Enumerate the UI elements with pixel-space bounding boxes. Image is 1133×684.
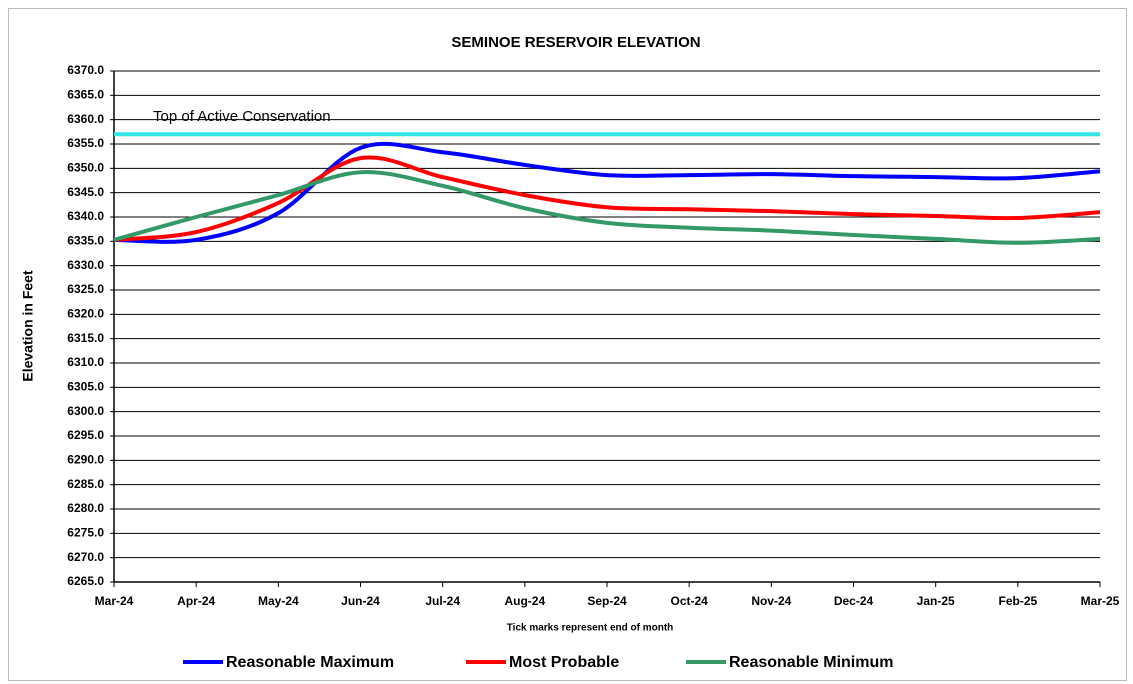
x-tick-label: Jul-24 (425, 594, 460, 608)
x-tick-label: Oct-24 (670, 594, 708, 608)
y-tick-label: 6320.0 (67, 307, 104, 321)
x-tick-label: Dec-24 (834, 594, 874, 608)
x-tick-label: Mar-24 (95, 594, 134, 608)
x-tick-label: Mar-25 (1081, 594, 1120, 608)
y-tick-label: 6355.0 (67, 136, 104, 150)
y-tick-label: 6305.0 (67, 380, 104, 394)
series-line (113, 155, 1101, 242)
x-tick-label: May-24 (258, 594, 299, 608)
y-tick-label: 6265.0 (67, 574, 104, 588)
chart-title: SEMINOE RESERVOIR ELEVATION (451, 34, 700, 51)
y-tick-label: 6340.0 (67, 209, 104, 223)
chart-frame (8, 8, 1127, 681)
x-tick-label: Sep-24 (587, 594, 627, 608)
y-tick-label: 6290.0 (67, 453, 104, 467)
y-axis-label: Elevation in Feet (20, 270, 36, 382)
y-tick-label: 6335.0 (67, 234, 104, 248)
y-tick-label: 6330.0 (67, 258, 104, 272)
legend-label: Most Probable (509, 654, 619, 671)
y-tick-label: 6310.0 (67, 355, 104, 369)
y-tick-label: 6350.0 (67, 161, 104, 175)
reference-label: Top of Active Conservation (153, 108, 331, 125)
series-line (113, 170, 1101, 245)
x-tick-label: Feb-25 (998, 594, 1037, 608)
x-tick-label: Aug-24 (504, 594, 545, 608)
y-tick-label: 6345.0 (67, 185, 104, 199)
y-tick-label: 6325.0 (67, 282, 104, 296)
y-tick-label: 6365.0 (67, 88, 104, 102)
y-tick-label: 6275.0 (67, 526, 104, 540)
legend-label: Reasonable Maximum (226, 654, 394, 671)
y-tick-label: 6285.0 (67, 477, 104, 491)
x-tick-label: Apr-24 (177, 594, 215, 608)
x-tick-label: Jun-24 (341, 594, 380, 608)
x-axis-label: Tick marks represent end of month (507, 623, 674, 634)
x-tick-label: Jan-25 (917, 594, 955, 608)
series-line (113, 141, 1101, 244)
y-tick-label: 6370.0 (67, 63, 104, 77)
x-tick-label: Nov-24 (751, 594, 791, 608)
y-tick-label: 6295.0 (67, 428, 104, 442)
y-tick-label: 6270.0 (67, 550, 104, 564)
y-tick-label: 6300.0 (67, 404, 104, 418)
legend-label: Reasonable Minimum (729, 654, 893, 671)
y-tick-label: 6280.0 (67, 501, 104, 515)
y-tick-label: 6315.0 (67, 331, 104, 345)
y-tick-label: 6360.0 (67, 112, 104, 126)
